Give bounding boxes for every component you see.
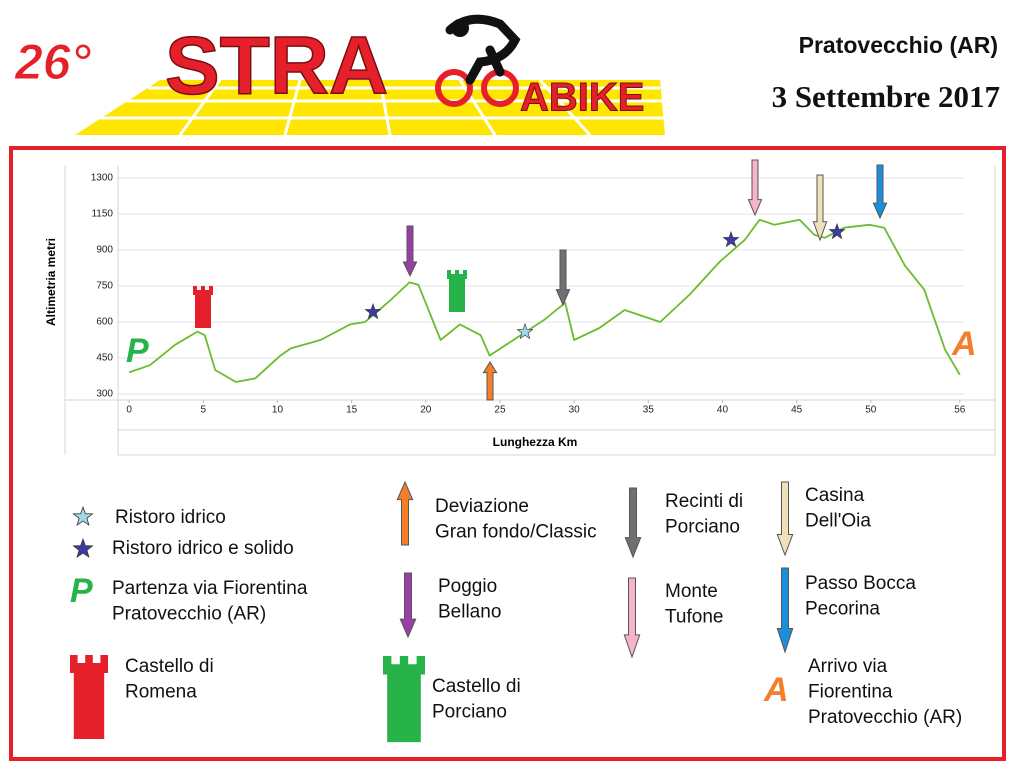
start-marker: P bbox=[126, 332, 149, 370]
x-tick-label: 35 bbox=[643, 405, 655, 416]
x-tick-label: 20 bbox=[420, 405, 432, 416]
cyclist-head bbox=[451, 19, 469, 37]
x-tick-label: 56 bbox=[954, 405, 966, 416]
legend-label: Gran fondo/Classic bbox=[435, 522, 597, 543]
legend-icon: A bbox=[763, 671, 789, 709]
legend-label: Bellano bbox=[438, 602, 501, 623]
legend-label: Pratovecchio (AR) bbox=[112, 604, 266, 625]
legend-label: Pratovecchio (AR) bbox=[808, 707, 962, 728]
x-tick-label: 0 bbox=[126, 405, 132, 416]
x-axis-label: Lunghezza Km bbox=[493, 435, 578, 449]
legend-label: Fiorentina bbox=[808, 682, 893, 703]
legend-icon bbox=[397, 482, 412, 545]
legend-icon bbox=[70, 655, 108, 739]
legend-label: Arrivo via bbox=[808, 656, 888, 677]
legend-icon bbox=[624, 578, 639, 657]
legend-icon bbox=[383, 656, 425, 743]
arrow-tufone bbox=[748, 160, 761, 215]
y-tick-label: 1150 bbox=[91, 209, 113, 220]
legend-label: Monte bbox=[665, 581, 718, 602]
castle-porciano bbox=[447, 270, 467, 312]
legend-label: Partenza via Fiorentina bbox=[112, 578, 308, 599]
legend-icon bbox=[73, 506, 93, 526]
legend-label: Tufone bbox=[665, 607, 723, 628]
legend-label: Castello di bbox=[432, 676, 521, 697]
legend-label: Poggio bbox=[438, 576, 497, 597]
legend-label: Romena bbox=[125, 682, 197, 703]
legend-icon bbox=[400, 573, 415, 637]
logo-right: ABIKE bbox=[520, 76, 644, 120]
x-tick-label: 50 bbox=[865, 405, 877, 416]
y-tick-label: 900 bbox=[96, 245, 113, 256]
chart-markers: P A bbox=[126, 160, 977, 400]
star-solid bbox=[723, 231, 739, 247]
legend-label: Passo Bocca bbox=[805, 573, 916, 594]
legend-icon: P bbox=[70, 572, 93, 610]
arrow-poggio bbox=[403, 226, 416, 276]
legend-label: Porciano bbox=[432, 702, 507, 723]
x-tick-label: 5 bbox=[201, 405, 207, 416]
wheel bbox=[435, 69, 473, 107]
location: Pratovecchio (AR) bbox=[799, 32, 998, 58]
arrow-oia bbox=[813, 175, 826, 240]
frame bbox=[9, 146, 1006, 761]
x-tick-label: 40 bbox=[717, 405, 729, 416]
legend-icons: P A bbox=[70, 482, 793, 743]
legend-icon bbox=[73, 538, 93, 558]
y-tick-label: 600 bbox=[96, 317, 113, 328]
legend-label: Pecorina bbox=[805, 599, 880, 620]
x-tick-label: 30 bbox=[569, 405, 581, 416]
logo-stripes bbox=[100, 78, 665, 137]
y-tick-label: 750 bbox=[96, 281, 113, 292]
legend-label: Dell'Oia bbox=[805, 511, 871, 532]
y-tick-label: 450 bbox=[96, 353, 113, 364]
plot: 300 450 600 750 900 1150 1300 0 5 10 15 20 25 30 35 40 4… bbox=[91, 173, 966, 416]
legend: Ristoro idrico Ristoro idrico e solido Par… bbox=[112, 485, 962, 728]
star-solid bbox=[829, 223, 845, 239]
arrow-recinti bbox=[556, 250, 569, 305]
chart-frame bbox=[64, 165, 996, 456]
date: 3 Settembre 2017 bbox=[772, 79, 1000, 114]
legend-icon bbox=[625, 488, 640, 557]
castle-romena bbox=[193, 286, 213, 328]
y-axis-label: Altimetria metri bbox=[44, 238, 58, 326]
x-tick-label: 15 bbox=[346, 405, 358, 416]
legend-label: Ristoro idrico bbox=[115, 507, 226, 528]
elevation-line bbox=[128, 218, 961, 383]
legend-icon bbox=[777, 568, 792, 652]
arrow-bocca bbox=[873, 165, 886, 218]
end-marker: A bbox=[951, 325, 977, 363]
x-tick-label: 10 bbox=[272, 405, 284, 416]
legend-label: Recinti di bbox=[665, 491, 743, 512]
x-tick-label: 45 bbox=[791, 405, 803, 416]
logo-left: STRA bbox=[165, 21, 388, 112]
legend-label: Castello di bbox=[125, 656, 214, 677]
legend-label: Ristoro idrico e solido bbox=[112, 538, 294, 559]
y-tick-label: 1300 bbox=[91, 173, 114, 184]
legend-label: Casina bbox=[805, 485, 865, 506]
x-tick-label: 25 bbox=[494, 405, 506, 416]
legend-icon bbox=[777, 482, 792, 555]
edition: 26° bbox=[14, 34, 92, 90]
legend-label: Deviazione bbox=[435, 496, 529, 517]
y-tick-label: 300 bbox=[96, 389, 113, 400]
logo: 26° STRA ABIKE bbox=[14, 14, 665, 137]
legend-label: Porciano bbox=[665, 517, 740, 538]
